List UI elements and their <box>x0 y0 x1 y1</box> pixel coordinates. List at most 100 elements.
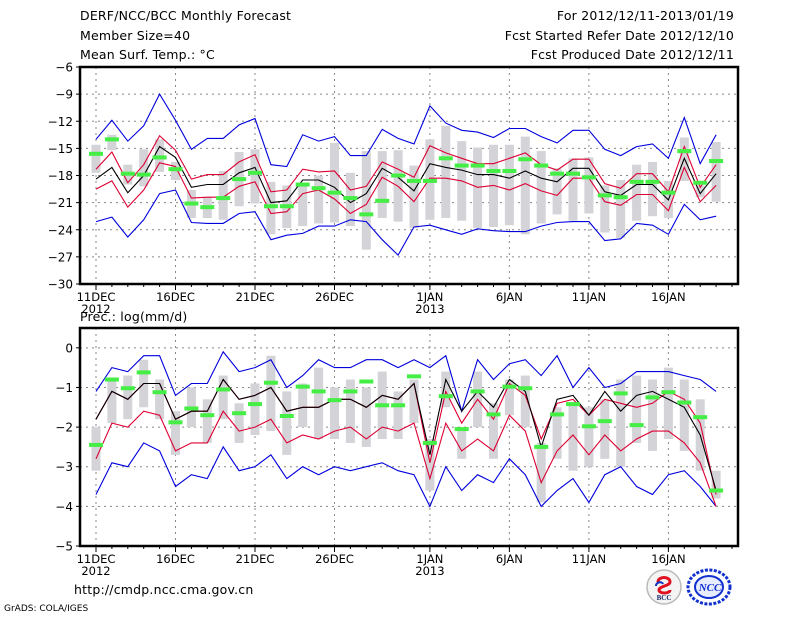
prec-obs-marker <box>311 389 326 394</box>
temp-obs-marker <box>279 204 294 209</box>
temp-obs-marker <box>518 157 533 162</box>
forecast-period: For 2012/12/11-2013/01/19 <box>556 8 734 23</box>
prec-obs-marker <box>613 391 628 396</box>
temp-x-tick-label: 21DEC <box>236 290 275 304</box>
prec-member-box <box>552 407 562 459</box>
prec-member-box <box>568 403 578 471</box>
prec-member-box <box>330 387 339 439</box>
temp-obs-marker <box>581 175 596 180</box>
temp-x-tick-label: 11JAN <box>572 290 606 304</box>
prec-member-box <box>155 379 165 420</box>
prec-y-tick-label: −4 <box>55 500 73 514</box>
prec-lower-line <box>95 410 717 507</box>
temp-member-box <box>536 151 546 224</box>
prec-member-box <box>520 375 530 428</box>
prec-obs-marker <box>566 402 580 407</box>
prec-member-box <box>616 379 626 467</box>
temp-obs-marker <box>359 212 374 217</box>
prec-member-box <box>361 387 371 447</box>
prec-member-box <box>600 399 610 459</box>
temp-y-tick-label: −21 <box>48 196 73 210</box>
prec-obs-marker <box>486 412 501 417</box>
prec-member-box <box>345 379 355 443</box>
temp-member-box <box>695 185 705 198</box>
prec-member-box <box>632 375 642 443</box>
temp-obs-marker <box>295 182 310 187</box>
bcc-logo: BCC <box>645 568 683 606</box>
temp-y-tick-label: −6 <box>55 61 73 75</box>
temp-y-tick-label: −30 <box>48 278 73 292</box>
temp-member-box <box>504 144 514 226</box>
temp-obs-marker <box>613 195 628 200</box>
temp-member-box <box>520 136 530 235</box>
prec-member-box <box>584 407 594 467</box>
temp-member-box <box>377 151 387 218</box>
temp-x-tick-label: 26DEC <box>315 290 354 304</box>
temp-obs-marker <box>486 168 501 173</box>
temp-obs-marker <box>454 163 469 168</box>
fcst-produced-date: Fcst Produced Date 2012/12/11 <box>530 47 734 62</box>
prec-year-label: 2012 <box>81 564 110 578</box>
prec-mean-line <box>95 377 717 491</box>
temp-mean-line <box>95 145 717 204</box>
prec-x-tick-label: 16JAN <box>651 552 685 566</box>
prec-obs-marker <box>375 403 390 408</box>
prec-x-tick-label: 26DEC <box>315 552 354 566</box>
prec-member-box <box>489 403 498 459</box>
prec-member-box <box>91 427 101 471</box>
temp-member-box <box>441 125 451 218</box>
website-url[interactable]: http://cmdp.ncc.cma.gov.cn <box>74 582 254 597</box>
prec-obs-marker <box>470 389 485 394</box>
prec-min-line <box>95 442 717 508</box>
prec-member-box <box>298 383 308 428</box>
temp-obs-marker <box>375 198 390 203</box>
prec-obs-marker <box>422 440 437 445</box>
prec-member-box <box>107 379 117 424</box>
prec-member-box <box>679 379 689 451</box>
prec-obs-marker <box>89 442 103 447</box>
prec-member-box <box>663 367 673 439</box>
prec-obs-marker <box>104 377 119 382</box>
temp-obs-marker <box>677 149 692 154</box>
temp-x-tick-label: 11DEC <box>77 290 116 304</box>
temp-obs-marker <box>263 204 278 209</box>
temp-y-tick-label: −12 <box>48 115 73 129</box>
prec-obs-marker <box>248 402 262 407</box>
temp-x-tick-label: 16JAN <box>651 290 685 304</box>
prec-chart: 0 −1 −2 −3 −4 −5 11DEC 16DEC 21DEC 26DEC 1JAN 6JAN 1… <box>55 326 740 578</box>
temp-max-line <box>95 92 717 168</box>
prec-member-box <box>393 391 403 439</box>
prec-member-box <box>123 375 133 420</box>
prec-y-tick-label: 0 <box>65 341 73 355</box>
temp-x-tick-label: 1JAN <box>416 290 443 304</box>
prec-obs-marker <box>152 390 167 395</box>
prec-obs-marker <box>534 444 549 449</box>
prec-obs-marker <box>597 419 612 424</box>
temp-obs-marker <box>629 179 644 184</box>
temp-member-box <box>409 165 419 228</box>
temp-obs-marker <box>693 180 708 185</box>
temp-y-tick-label: −27 <box>48 250 73 264</box>
temp-member-box <box>552 168 562 215</box>
prec-obs-marker <box>295 384 310 389</box>
prec-member-box <box>504 379 514 416</box>
temp-lower-line <box>95 162 717 215</box>
temp-obs-marker <box>550 171 565 176</box>
prec-obs-marker <box>502 384 517 389</box>
temp-obs-marker <box>566 171 580 176</box>
prec-obs-marker <box>645 395 660 400</box>
temp-obs-marker <box>470 163 485 168</box>
prec-member-box <box>441 371 451 408</box>
temp-member-box <box>330 142 339 223</box>
temp-member-box <box>648 161 657 217</box>
prec-obs-marker <box>677 400 692 405</box>
prec-y-tick-label: −3 <box>55 460 73 474</box>
temp-member-box <box>600 185 610 233</box>
prec-obs-marker <box>438 394 453 399</box>
temp-obs-marker <box>232 177 247 182</box>
prec-member-box <box>266 355 276 432</box>
prec-obs-marker <box>200 413 215 418</box>
temp-x-tick-label: 6JAN <box>496 290 523 304</box>
temp-y-tick-label: −15 <box>48 142 73 156</box>
temp-obs-marker <box>327 190 342 195</box>
